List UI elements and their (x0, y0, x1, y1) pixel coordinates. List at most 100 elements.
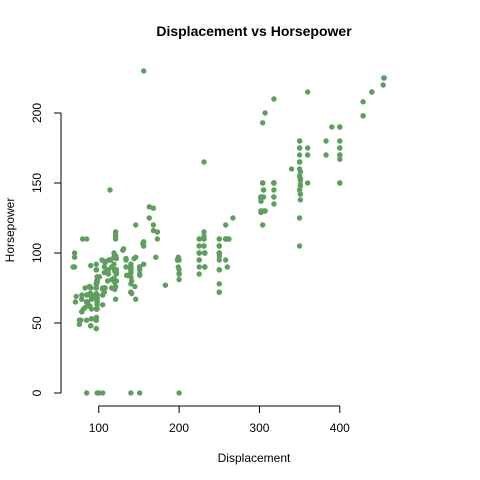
data-point (369, 89, 375, 95)
data-point (196, 271, 202, 277)
data-point (176, 271, 182, 277)
data-point (260, 187, 267, 193)
data-point (154, 236, 161, 242)
data-point (96, 390, 102, 396)
data-point (79, 236, 86, 242)
data-point (94, 292, 100, 298)
data-point (216, 281, 222, 287)
data-point (296, 243, 303, 249)
data-point (176, 257, 182, 263)
y-axis-label: Horsepower (3, 198, 17, 263)
data-point (201, 236, 207, 242)
data-point (224, 236, 230, 242)
data-point (93, 285, 100, 291)
data-point (73, 293, 79, 300)
data-point (162, 282, 169, 288)
x-tick-label: 400 (330, 421, 350, 435)
data-point (196, 243, 202, 249)
data-point (196, 257, 202, 263)
data-point (79, 296, 85, 302)
data-point (84, 236, 90, 242)
data-point (296, 152, 303, 158)
data-point (296, 159, 303, 165)
data-point (102, 285, 108, 291)
data-point (80, 306, 87, 312)
data-point (101, 269, 108, 276)
data-point (297, 197, 304, 203)
y-tick-label: 200 (30, 103, 44, 123)
y-tick-label: 0 (30, 389, 44, 396)
data-point (288, 166, 295, 172)
data-point (84, 317, 90, 323)
data-point (93, 261, 100, 267)
data-point (93, 325, 100, 332)
data-point (305, 145, 311, 151)
data-point (224, 264, 230, 270)
data-point (337, 124, 343, 130)
data-point (79, 292, 85, 298)
data-point (196, 250, 202, 256)
data-point (137, 390, 143, 396)
data-point (297, 169, 304, 175)
x-axis: 100 200 300 400 (89, 405, 350, 435)
data-point (202, 264, 208, 270)
data-point (297, 181, 304, 188)
data-point (132, 283, 138, 290)
data-point (100, 390, 106, 396)
data-point (216, 289, 222, 295)
y-axis: 0 50 100 150 200 (30, 103, 62, 396)
data-point (305, 89, 311, 95)
data-point (262, 110, 268, 116)
data-point (381, 75, 387, 81)
data-point (202, 250, 208, 256)
data-point (88, 262, 94, 269)
data-point (102, 260, 108, 266)
data-point (113, 271, 120, 277)
x-tick-label: 300 (249, 421, 269, 435)
data-point (297, 191, 304, 197)
data-point (141, 243, 147, 249)
data-point (196, 236, 202, 242)
data-point (84, 390, 90, 396)
data-point (360, 99, 366, 105)
data-point (323, 152, 329, 158)
data-point (111, 275, 117, 281)
data-point (131, 255, 137, 262)
data-point (71, 250, 78, 256)
chart-title: Displacement vs Horsepower (156, 23, 352, 39)
data-point (111, 250, 117, 256)
data-point (296, 173, 303, 179)
data-point (296, 145, 303, 151)
data-point (176, 390, 182, 396)
data-point (113, 267, 120, 273)
data-point (296, 138, 303, 144)
data-point (271, 187, 277, 193)
data-point (260, 222, 266, 228)
data-point (260, 120, 266, 126)
data-point (104, 278, 111, 284)
data-point (137, 264, 143, 270)
data-point (120, 246, 127, 252)
data-point (146, 215, 152, 221)
data-point (88, 295, 95, 301)
x-tick-label: 200 (169, 421, 189, 435)
data-point (100, 302, 106, 308)
data-point (128, 261, 134, 267)
data-points (70, 68, 387, 396)
data-point (141, 239, 147, 245)
data-point (146, 204, 152, 210)
data-point (123, 257, 129, 263)
y-tick-label: 100 (30, 243, 44, 263)
data-point (176, 267, 182, 273)
data-point (72, 299, 79, 305)
data-point (107, 187, 113, 193)
x-tick-label: 100 (89, 421, 109, 435)
data-point (93, 317, 100, 323)
data-point (105, 267, 112, 273)
data-point (112, 286, 118, 293)
data-point (128, 274, 134, 280)
data-point (380, 82, 386, 88)
data-point (258, 195, 264, 202)
